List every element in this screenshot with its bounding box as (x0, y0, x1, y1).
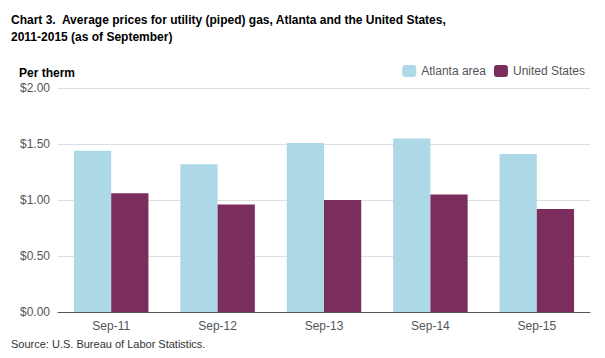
svg-text:United States: United States (513, 64, 585, 78)
svg-text:Chart 3. Average prices for u: Chart 3. Average prices for utility (pip… (11, 13, 446, 27)
svg-text:$1.50: $1.50 (20, 137, 50, 151)
svg-text:2011-2015 (as of September): 2011-2015 (as of September) (11, 30, 172, 44)
svg-text:$1.00: $1.00 (20, 193, 50, 207)
svg-text:Sep-13: Sep-13 (305, 319, 344, 333)
svg-text:Per therm: Per therm (19, 66, 75, 80)
svg-text:$2.00: $2.00 (20, 81, 50, 95)
svg-text:Sep-12: Sep-12 (198, 319, 237, 333)
svg-text:$0.00: $0.00 (20, 305, 50, 319)
svg-text:Sep-14: Sep-14 (411, 319, 450, 333)
svg-text:Sep-11: Sep-11 (92, 319, 130, 333)
svg-text:Sep-15: Sep-15 (517, 319, 556, 333)
svg-text:Source: U.S. Bureau of Labor S: Source: U.S. Bureau of Labor Statistics. (11, 338, 205, 350)
svg-text:$0.50: $0.50 (20, 249, 50, 263)
svg-text:Atlanta area: Atlanta area (421, 64, 486, 78)
